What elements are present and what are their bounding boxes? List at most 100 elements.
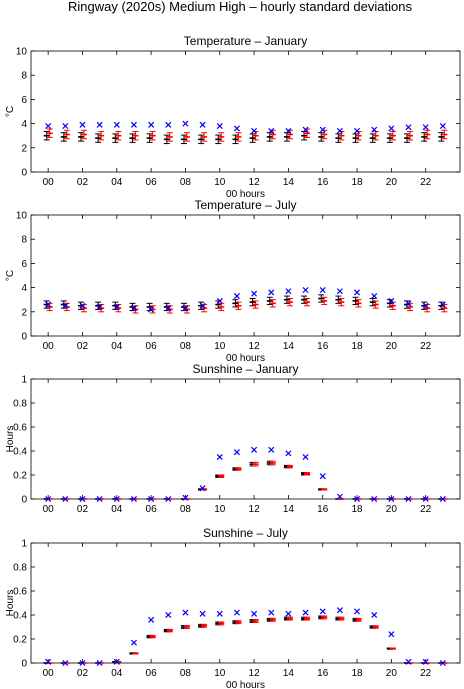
- observed-cross-stroke-b: [199, 485, 206, 492]
- observed-cross-marker: [130, 305, 137, 312]
- x-tick-label: 22: [420, 668, 432, 679]
- x-tick-label: 06: [146, 341, 158, 352]
- axes-box: [30, 378, 461, 500]
- observed-cross-marker: [371, 495, 378, 503]
- red-errorbar: [269, 299, 276, 308]
- observed-cross-stroke-b: [113, 495, 120, 503]
- x-tick-label: 04: [111, 504, 123, 515]
- x-tick-label: 00: [43, 668, 55, 679]
- y-tick-label: 4: [21, 119, 27, 130]
- observed-cross-stroke-b: [233, 609, 240, 616]
- panel-title: Sunshine – July: [203, 526, 288, 540]
- panel-title: Temperature – January: [184, 34, 307, 48]
- observed-cross-stroke-b: [405, 124, 412, 131]
- observed-cross-stroke-b: [388, 297, 395, 304]
- observed-cross-marker: [165, 495, 172, 503]
- observed-cross-marker: [148, 616, 155, 623]
- observed-cross-marker: [336, 127, 343, 134]
- red-errorbar: [355, 299, 362, 308]
- observed-cross-stroke-b: [354, 495, 361, 503]
- axes-box: [30, 50, 461, 173]
- red-errorbar: [235, 132, 242, 142]
- observed-cross-marker: [371, 293, 378, 300]
- observed-cross-stroke-b: [285, 127, 292, 134]
- y-axis-label: Hours: [5, 426, 16, 453]
- observed-cross-stroke-b: [165, 121, 172, 128]
- observed-cross-marker: [130, 639, 137, 646]
- red-errorbar: [252, 461, 259, 467]
- x-tick-label: 12: [249, 504, 261, 515]
- y-tick-label: 0.2: [13, 471, 27, 482]
- observed-cross-marker: [113, 121, 120, 128]
- observed-cross-marker: [199, 485, 206, 492]
- observed-cross-marker: [165, 305, 172, 312]
- observed-cross-stroke-b: [62, 122, 69, 130]
- observed-cross-stroke-b: [285, 610, 292, 617]
- observed-cross-marker: [319, 608, 326, 615]
- observed-cross-stroke-b: [62, 302, 69, 309]
- observed-cross-stroke-b: [319, 286, 326, 294]
- observed-cross-stroke-b: [319, 608, 326, 615]
- observed-cross-stroke-b: [96, 303, 103, 310]
- observed-cross-stroke-b: [148, 121, 155, 128]
- x-tick-label: 12: [249, 668, 261, 679]
- y-tick-label: 8: [21, 235, 27, 246]
- observed-cross-stroke-b: [251, 610, 258, 617]
- y-tick-label: 0: [21, 495, 27, 506]
- red-errorbar: [149, 634, 156, 639]
- red-errorbar: [338, 616, 345, 621]
- y-tick-label: 0.4: [13, 611, 27, 622]
- red-errorbar: [372, 130, 379, 141]
- observed-cross-stroke-b: [148, 495, 155, 503]
- observed-cross-marker: [216, 453, 223, 461]
- red-errorbar: [304, 472, 311, 476]
- red-errorbar: [321, 615, 328, 620]
- observed-cross-marker: [148, 306, 155, 313]
- observed-cross-stroke-b: [79, 659, 86, 667]
- observed-cross-marker: [268, 127, 275, 134]
- red-errorbar: [286, 129, 293, 140]
- observed-cross-marker: [422, 495, 429, 503]
- x-tick-label: 20: [386, 504, 398, 515]
- observed-cross-stroke-b: [422, 302, 429, 309]
- axes-box: [30, 542, 461, 664]
- observed-cross-stroke-b: [130, 305, 137, 312]
- observed-cross-stroke-b: [388, 495, 395, 503]
- observed-cross-marker: [439, 301, 446, 308]
- observed-cross-marker: [199, 121, 206, 128]
- red-errorbar: [389, 647, 396, 650]
- observed-cross-stroke-b: [354, 127, 361, 134]
- observed-cross-marker: [354, 608, 361, 615]
- y-tick-label: 6: [21, 95, 27, 106]
- observed-cross-stroke-b: [165, 611, 172, 619]
- x-tick-label: 14: [283, 504, 295, 515]
- x-tick-label: 18: [351, 504, 363, 515]
- x-tick-label: 12: [249, 341, 261, 352]
- observed-cross-marker: [371, 126, 378, 133]
- observed-cross-marker: [96, 121, 103, 128]
- observed-cross-stroke-b: [251, 127, 258, 134]
- x-tick-label: 08: [180, 668, 192, 679]
- observed-cross-stroke-b: [45, 658, 52, 665]
- observed-cross-marker: [268, 446, 275, 453]
- black-errorbar: [301, 295, 308, 304]
- observed-cross-marker: [251, 127, 258, 134]
- observed-cross-marker: [405, 658, 412, 665]
- observed-cross-stroke-b: [216, 453, 223, 461]
- y-tick-label: 0.6: [13, 423, 27, 434]
- red-errorbar: [269, 460, 276, 466]
- observed-cross-marker: [405, 495, 412, 503]
- observed-cross-marker: [233, 609, 240, 616]
- observed-cross-stroke-b: [79, 121, 86, 128]
- observed-cross-marker: [148, 121, 155, 128]
- red-errorbar: [304, 616, 311, 621]
- observed-cross-stroke-b: [45, 301, 52, 308]
- x-tick-label: 14: [283, 341, 295, 352]
- red-errorbar: [235, 620, 242, 625]
- observed-cross-stroke-b: [216, 297, 223, 304]
- red-errorbar: [218, 621, 225, 626]
- x-tick-label: 14: [283, 668, 295, 679]
- observed-cross-marker: [79, 121, 86, 128]
- observed-cross-marker: [148, 495, 155, 503]
